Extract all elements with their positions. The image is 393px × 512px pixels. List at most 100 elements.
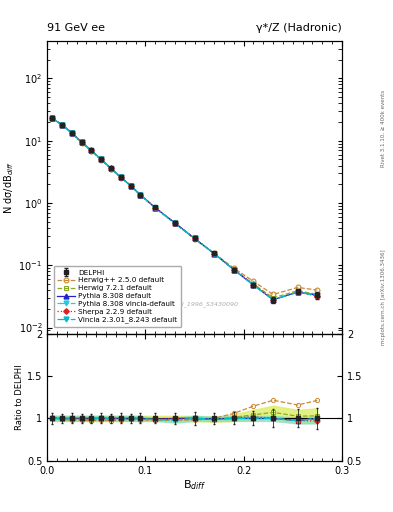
Y-axis label: N dσ/dB$_{diff}$: N dσ/dB$_{diff}$	[2, 161, 16, 214]
Pythia 8.308 default	[315, 292, 320, 298]
Pythia 8.308 default	[79, 139, 84, 145]
Pythia 8.308 default	[296, 289, 300, 295]
Pythia 8.308 vincia-default	[153, 205, 158, 211]
Vincia 2.3.01_8.243 default	[60, 122, 64, 128]
Pythia 8.308 vincia-default	[129, 183, 133, 189]
Vincia 2.3.01_8.243 default	[173, 220, 177, 226]
Pythia 8.308 default	[89, 147, 94, 154]
Vincia 2.3.01_8.243 default	[153, 205, 158, 211]
Herwig++ 2.5.0 default	[108, 166, 114, 172]
Herwig 7.2.1 default	[138, 192, 143, 198]
Pythia 8.308 vincia-default	[173, 220, 177, 226]
Herwig++ 2.5.0 default	[60, 122, 64, 128]
Vincia 2.3.01_8.243 default	[315, 292, 320, 298]
Pythia 8.308 default	[192, 236, 197, 242]
Vincia 2.3.01_8.243 default	[119, 174, 123, 180]
Line: Pythia 8.308 default: Pythia 8.308 default	[50, 116, 320, 302]
Pythia 8.308 vincia-default	[99, 156, 104, 162]
Herwig 7.2.1 default	[79, 139, 84, 145]
Vincia 2.3.01_8.243 default	[79, 139, 84, 145]
Sherpa 2.2.9 default	[231, 267, 236, 273]
Herwig 7.2.1 default	[192, 236, 197, 242]
Pythia 8.308 vincia-default	[79, 139, 84, 145]
Sherpa 2.2.9 default	[153, 205, 158, 211]
Sherpa 2.2.9 default	[271, 296, 275, 303]
Herwig 7.2.1 default	[69, 130, 74, 136]
Sherpa 2.2.9 default	[69, 130, 74, 136]
Line: Herwig++ 2.5.0 default: Herwig++ 2.5.0 default	[50, 116, 320, 297]
Pythia 8.308 vincia-default	[119, 174, 123, 180]
Vincia 2.3.01_8.243 default	[296, 289, 300, 295]
Sherpa 2.2.9 default	[138, 192, 143, 198]
Vincia 2.3.01_8.243 default	[271, 296, 275, 303]
Line: Sherpa 2.2.9 default: Sherpa 2.2.9 default	[50, 116, 319, 302]
Herwig++ 2.5.0 default	[251, 279, 256, 285]
Herwig++ 2.5.0 default	[153, 205, 158, 211]
Pythia 8.308 vincia-default	[50, 115, 54, 121]
Herwig++ 2.5.0 default	[138, 192, 143, 198]
Pythia 8.308 default	[231, 267, 236, 273]
Herwig++ 2.5.0 default	[89, 148, 94, 154]
Vincia 2.3.01_8.243 default	[231, 267, 236, 273]
Herwig++ 2.5.0 default	[50, 115, 54, 121]
Herwig 7.2.1 default	[60, 122, 64, 128]
Sherpa 2.2.9 default	[99, 156, 104, 162]
Pythia 8.308 default	[129, 183, 133, 189]
Vincia 2.3.01_8.243 default	[212, 250, 217, 257]
Vincia 2.3.01_8.243 default	[89, 147, 94, 154]
Sherpa 2.2.9 default	[173, 220, 177, 226]
Pythia 8.308 vincia-default	[315, 292, 320, 298]
Herwig 7.2.1 default	[108, 165, 114, 172]
Sherpa 2.2.9 default	[251, 282, 256, 288]
Herwig++ 2.5.0 default	[99, 157, 104, 163]
Herwig++ 2.5.0 default	[69, 130, 74, 136]
Sherpa 2.2.9 default	[60, 122, 64, 128]
Line: Pythia 8.308 vincia-default: Pythia 8.308 vincia-default	[50, 116, 320, 302]
Pythia 8.308 vincia-default	[271, 296, 275, 303]
Pythia 8.308 default	[153, 205, 158, 211]
Text: mcplots.cern.ch [arXiv:1306.3436]: mcplots.cern.ch [arXiv:1306.3436]	[381, 249, 386, 345]
Pythia 8.308 default	[173, 220, 177, 226]
Text: Rivet 3.1.10, ≥ 400k events: Rivet 3.1.10, ≥ 400k events	[381, 90, 386, 166]
Pythia 8.308 vincia-default	[69, 130, 74, 136]
Pythia 8.308 default	[251, 282, 256, 288]
Pythia 8.308 default	[138, 192, 143, 198]
Herwig 7.2.1 default	[271, 295, 275, 301]
Herwig++ 2.5.0 default	[231, 265, 236, 271]
Sherpa 2.2.9 default	[192, 236, 197, 242]
Pythia 8.308 vincia-default	[89, 147, 94, 154]
Herwig++ 2.5.0 default	[296, 284, 300, 290]
Herwig 7.2.1 default	[119, 174, 123, 180]
Vincia 2.3.01_8.243 default	[138, 192, 143, 198]
Line: Vincia 2.3.01_8.243 default: Vincia 2.3.01_8.243 default	[50, 116, 320, 302]
Herwig 7.2.1 default	[296, 288, 300, 294]
Legend: DELPHI, Herwig++ 2.5.0 default, Herwig 7.2.1 default, Pythia 8.308 default, Pyth: DELPHI, Herwig++ 2.5.0 default, Herwig 7…	[54, 266, 181, 327]
Vincia 2.3.01_8.243 default	[251, 282, 256, 288]
Sherpa 2.2.9 default	[50, 115, 54, 121]
Vincia 2.3.01_8.243 default	[192, 236, 197, 242]
Herwig 7.2.1 default	[231, 266, 236, 272]
Herwig 7.2.1 default	[212, 251, 217, 257]
Herwig 7.2.1 default	[315, 291, 320, 297]
Pythia 8.308 default	[119, 174, 123, 180]
Vincia 2.3.01_8.243 default	[129, 183, 133, 189]
Pythia 8.308 vincia-default	[296, 289, 300, 295]
Line: Herwig 7.2.1 default: Herwig 7.2.1 default	[50, 116, 320, 300]
Herwig 7.2.1 default	[153, 205, 158, 211]
Sherpa 2.2.9 default	[129, 183, 133, 189]
Herwig++ 2.5.0 default	[315, 287, 320, 293]
Herwig++ 2.5.0 default	[119, 175, 123, 181]
X-axis label: B$_{diff}$: B$_{diff}$	[183, 478, 206, 492]
Pythia 8.308 vincia-default	[192, 236, 197, 242]
Pythia 8.308 default	[212, 250, 217, 257]
Pythia 8.308 default	[99, 156, 104, 162]
Vincia 2.3.01_8.243 default	[50, 115, 54, 121]
Pythia 8.308 vincia-default	[108, 165, 114, 172]
Vincia 2.3.01_8.243 default	[99, 156, 104, 162]
Herwig++ 2.5.0 default	[192, 236, 197, 242]
Sherpa 2.2.9 default	[79, 139, 84, 145]
Sherpa 2.2.9 default	[212, 250, 217, 257]
Herwig 7.2.1 default	[251, 281, 256, 287]
Herwig 7.2.1 default	[89, 147, 94, 154]
Sherpa 2.2.9 default	[119, 174, 123, 180]
